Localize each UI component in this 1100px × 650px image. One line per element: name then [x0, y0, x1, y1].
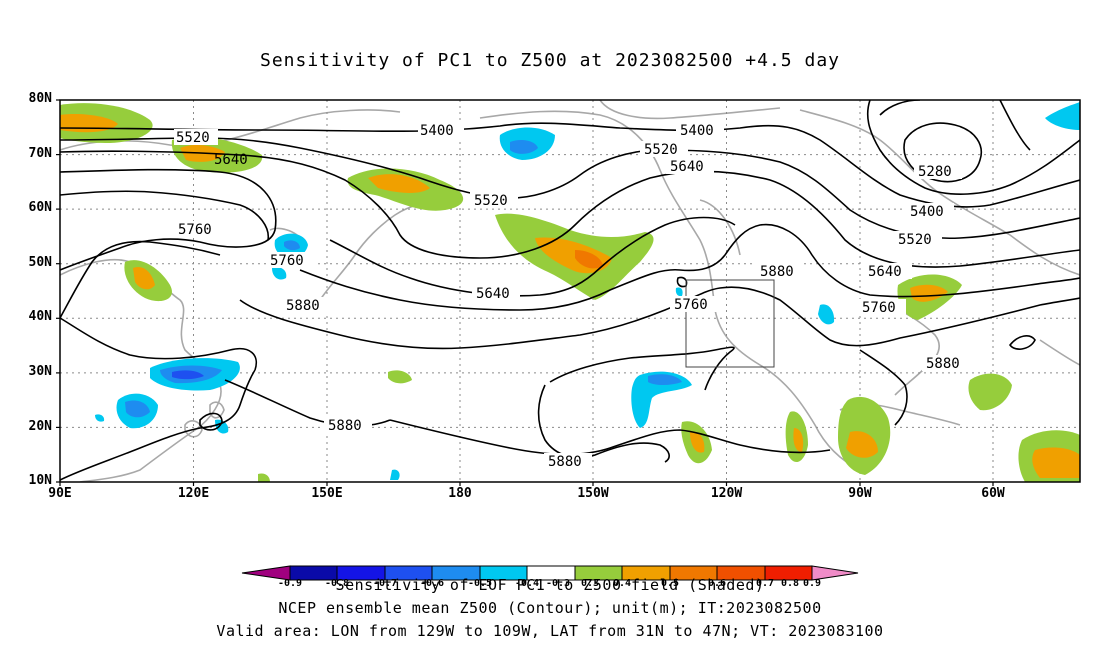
contour-label: 5520 — [644, 142, 678, 158]
negative-patch — [172, 370, 204, 380]
contour-label: 5400 — [680, 123, 714, 139]
positive-patch — [133, 266, 155, 290]
colorbar-tick-label: -0.4 — [514, 578, 540, 589]
colorbar-tick-label: 0.3 — [580, 578, 600, 589]
contour-label: 5880 — [548, 454, 582, 470]
lat-label: 40N — [28, 309, 52, 324]
contour-label: 5760 — [862, 300, 896, 316]
contour-label: 5520 — [898, 232, 932, 248]
lon-label: 90W — [848, 486, 872, 501]
map-title: Sensitivity of PC1 to Z500 at 2023082500… — [259, 50, 840, 71]
colorbar-tick-label: -0.8 — [324, 578, 350, 589]
contour-label: 5400 — [910, 204, 944, 220]
colorbar-tick-label: -0.6 — [419, 578, 445, 589]
contour-label: 5880 — [328, 418, 362, 434]
negative-patch — [648, 374, 682, 385]
contour-label: 5880 — [760, 264, 794, 280]
positive-patch — [793, 428, 804, 452]
negative-patch — [284, 240, 300, 251]
negative-patch — [510, 140, 538, 154]
colorbar-tick-label: 0.8 — [780, 578, 800, 589]
negative-patch — [95, 414, 105, 422]
contour-label: 5520 — [474, 193, 508, 209]
lon-label: 120E — [177, 486, 210, 501]
contour-label: 5880 — [926, 356, 960, 372]
z500-contours — [60, 100, 1080, 481]
lon-label: 60W — [981, 486, 1005, 501]
lon-label: 150W — [577, 486, 609, 501]
contour-label: 5640 — [214, 152, 248, 168]
colorbar-tick-label: 0.9 — [802, 578, 822, 589]
contour-labels: 5520 5640 5400 5400 5520 5640 5520 5760 … — [174, 122, 970, 470]
lon-label: 90E — [48, 486, 72, 501]
lon-label: 120W — [710, 486, 743, 501]
contour-label: 5640 — [476, 286, 510, 302]
lon-label: 180 — [448, 486, 472, 501]
negative-patch — [272, 267, 287, 280]
lat-label: 80N — [28, 91, 52, 106]
contour-label: 5760 — [270, 253, 304, 269]
lat-label: 60N — [28, 200, 52, 215]
lat-label: 50N — [28, 255, 52, 270]
contour-label: 5280 — [918, 164, 952, 180]
colorbar-tick-label: -0.7 — [372, 578, 398, 589]
colorbar-tick-label: 0.4 — [612, 578, 632, 589]
caption-contour: NCEP ensemble mean Z500 (Contour); unit(… — [278, 599, 822, 617]
colorbar-tick-label: -0.9 — [277, 578, 303, 589]
lon-label: 150E — [311, 486, 343, 501]
plot-frame — [59, 99, 1081, 483]
valid-area-box — [685, 279, 775, 368]
positive-patch — [575, 250, 603, 269]
colorbar-tick-label: 0.7 — [755, 578, 775, 589]
contour-label: 5640 — [670, 159, 704, 175]
colorbar-tick-labels: -0.9 -0.8 -0.7 -0.6 -0.5 -0.4 -0.3 0.3 0… — [260, 578, 830, 592]
contour-label: 5640 — [868, 264, 902, 280]
axis-ticks — [56, 99, 994, 486]
lat-label: 10N — [28, 473, 52, 488]
colorbar-tick-label: -0.5 — [467, 578, 493, 589]
colorbar — [241, 565, 859, 581]
positive-patch — [968, 373, 1012, 411]
positive-patch — [258, 473, 270, 482]
positive-patch — [690, 431, 705, 453]
negative-patch — [675, 287, 683, 297]
lat-label: 70N — [28, 146, 52, 161]
positive-patch — [368, 174, 430, 193]
sensitivity-shading — [60, 102, 1080, 482]
colorbar-tick-label: 0.6 — [707, 578, 727, 589]
negative-patch — [818, 304, 835, 325]
positive-patch — [846, 431, 878, 458]
negative-patch — [215, 419, 229, 434]
colorbar-tick-label: -0.3 — [545, 578, 571, 589]
colorbar-tick-label: 0.5 — [660, 578, 680, 589]
contour-label: 5760 — [178, 222, 212, 238]
lat-label: 20N — [28, 419, 52, 434]
lat-label: 30N — [28, 364, 52, 379]
positive-patch — [1032, 447, 1080, 478]
contour-label: 5880 — [286, 298, 320, 314]
colorbar-cell — [811, 565, 859, 581]
negative-patch — [390, 469, 400, 480]
caption-shaded: Sensitivity of EOF PC1 to Z500 field (Sh… — [335, 576, 765, 594]
positive-patch — [910, 284, 948, 302]
caption-valid-area: Valid area: LON from 129W to 109W, LAT f… — [216, 622, 884, 640]
contour-label: 5400 — [420, 123, 454, 139]
contour-label: 5520 — [176, 130, 210, 146]
negative-patch — [631, 371, 692, 428]
negative-patch — [1045, 102, 1080, 130]
contour-label: 5760 — [674, 297, 708, 313]
positive-patch — [388, 370, 412, 384]
negative-patch — [125, 400, 150, 418]
